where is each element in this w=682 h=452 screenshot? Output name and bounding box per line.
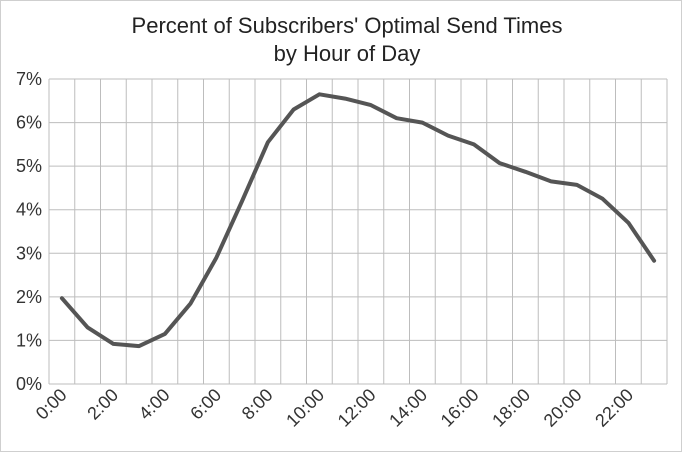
y-tick-label: 1%: [16, 330, 42, 350]
chart-title-line-1: Percent of Subscribers' Optimal Send Tim…: [132, 13, 563, 38]
x-tick-label: 18:00: [488, 385, 534, 431]
data-point: [549, 179, 553, 183]
data-point: [214, 256, 218, 260]
series-group: [59, 92, 657, 349]
data-point: [266, 140, 270, 144]
x-tick-label: 10:00: [282, 385, 328, 431]
x-tick-label: 22:00: [591, 385, 637, 431]
x-tick-label: 12:00: [334, 385, 380, 431]
y-tick-label: 3%: [16, 243, 42, 263]
data-point: [601, 197, 605, 201]
data-point: [626, 221, 630, 225]
data-point: [111, 342, 115, 346]
series-line: [59, 92, 657, 349]
data-point: [163, 332, 167, 336]
x-axis-ticks: 0:00 2:00 4:00 6:00 8:00 10:00 12:00 14:00 16:00…: [32, 385, 637, 431]
data-point: [292, 108, 296, 111]
data-point: [395, 116, 399, 120]
x-tick-label: 2:00: [83, 385, 122, 424]
data-point: [472, 142, 476, 146]
y-tick-label: 0%: [16, 374, 42, 394]
x-tick-label: 14:00: [385, 385, 431, 431]
x-tick-label: 4:00: [135, 385, 174, 424]
data-point: [317, 92, 321, 96]
data-point: [446, 134, 450, 138]
x-tick-label: 8:00: [238, 385, 277, 424]
chart-title-line-2: by Hour of Day: [274, 41, 421, 66]
data-point: [137, 344, 141, 348]
data-point: [240, 199, 244, 203]
y-tick-label: 2%: [16, 287, 42, 307]
y-tick-label: 5%: [16, 156, 42, 176]
data-point: [498, 161, 502, 165]
data-point: [343, 97, 347, 101]
x-tick-label: 20:00: [540, 385, 586, 431]
data-point: [523, 170, 527, 174]
data-point: [575, 183, 579, 187]
y-tick-label: 6%: [16, 113, 42, 133]
y-tick-label: 7%: [16, 69, 42, 89]
data-point: [652, 259, 656, 263]
y-axis-ticks: 0% 1% 2% 3% 4% 5% 6% 7%: [16, 69, 42, 394]
data-point: [420, 121, 424, 125]
data-point: [60, 296, 64, 300]
x-tick-label: 16:00: [437, 385, 483, 431]
y-tick-label: 4%: [16, 200, 42, 220]
x-tick-label: 6:00: [186, 385, 225, 424]
data-point: [86, 325, 90, 329]
data-point: [369, 103, 373, 107]
grid: [48, 78, 668, 385]
data-point: [189, 301, 193, 305]
